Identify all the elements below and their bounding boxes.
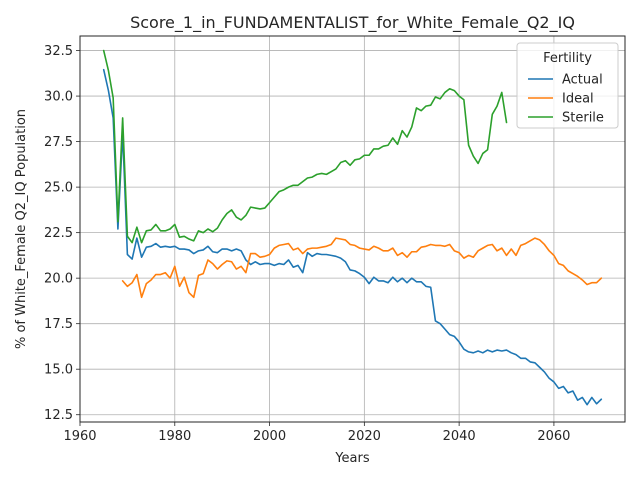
plot-frame xyxy=(79,35,626,423)
x-tick-label: 1960 xyxy=(63,429,96,444)
legend-label-sterile: Sterile xyxy=(562,111,604,126)
y-tick-label: 27.5 xyxy=(44,135,73,150)
x-tick-label: 1980 xyxy=(158,429,191,444)
x-tick-label: 2060 xyxy=(537,429,570,444)
series-line-actual xyxy=(102,68,603,406)
y-axis-title: % of White_Female Q2_IQ Population xyxy=(14,109,29,349)
series-line-ideal xyxy=(121,237,603,299)
legend-label-ideal: Ideal xyxy=(562,92,594,107)
x-axis-title: Years xyxy=(334,451,370,466)
x-tick-label: 2000 xyxy=(253,429,286,444)
grid-lines xyxy=(79,36,625,422)
x-tick-label: 2020 xyxy=(348,429,381,444)
axis-ticks: 1960 1980 2000 2020 2040 2060 12.5 15.0 17.5 20.0… xyxy=(44,44,570,444)
y-tick-label: 22.5 xyxy=(44,226,73,241)
y-tick-label: 20.0 xyxy=(44,272,73,287)
y-tick-label: 15.0 xyxy=(44,363,73,378)
y-tick-label: 25.0 xyxy=(44,181,73,196)
legend-label-actual: Actual xyxy=(562,73,603,88)
legend: Fertility Actual Ideal Sterile xyxy=(516,42,619,129)
y-tick-label: 32.5 xyxy=(44,44,73,59)
legend-title: Fertility xyxy=(543,51,592,66)
legend-entries: Actual Ideal Sterile xyxy=(528,73,604,126)
y-tick-label: 30.0 xyxy=(44,90,73,105)
x-tick-label: 2040 xyxy=(443,429,476,444)
y-tick-label: 17.5 xyxy=(44,317,73,332)
y-tick-label: 12.5 xyxy=(44,408,73,423)
legend-box xyxy=(516,42,619,129)
series-lines xyxy=(102,49,603,406)
series-line-sterile xyxy=(102,49,508,244)
chart-title: Score_1_in_FUNDAMENTALIST_for_White_Fema… xyxy=(130,13,575,33)
